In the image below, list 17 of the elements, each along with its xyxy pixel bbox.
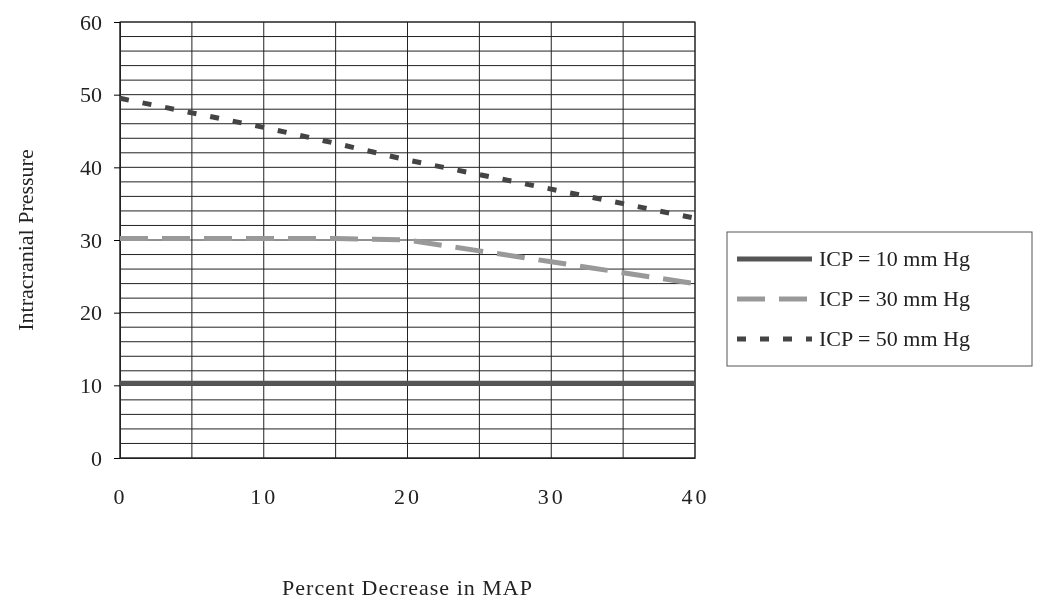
y-tick-label: 60 — [80, 9, 102, 35]
y-axis-title: Intracranial Pressure — [13, 149, 38, 331]
legend-label: ICP = 50 mm Hg — [819, 326, 970, 351]
y-tick-label: 40 — [80, 154, 102, 180]
y-tick-label: 20 — [80, 300, 102, 326]
y-tick-label: 30 — [80, 227, 102, 253]
x-tick-label: 0 — [113, 483, 128, 509]
x-tick-label: 10 — [250, 483, 279, 509]
y-tick-label: 0 — [91, 445, 102, 471]
x-tick-label: 20 — [394, 483, 422, 509]
x-tick-label: 30 — [537, 483, 566, 509]
y-tick-label: 10 — [80, 372, 102, 398]
legend-label: ICP = 30 mm Hg — [819, 286, 970, 311]
x-axis-title: Percent Decrease in MAP — [282, 575, 533, 600]
y-tick-label: 50 — [80, 82, 102, 108]
legend-label: ICP = 10 mm Hg — [819, 246, 970, 271]
x-tick-label: 40 — [681, 483, 710, 509]
